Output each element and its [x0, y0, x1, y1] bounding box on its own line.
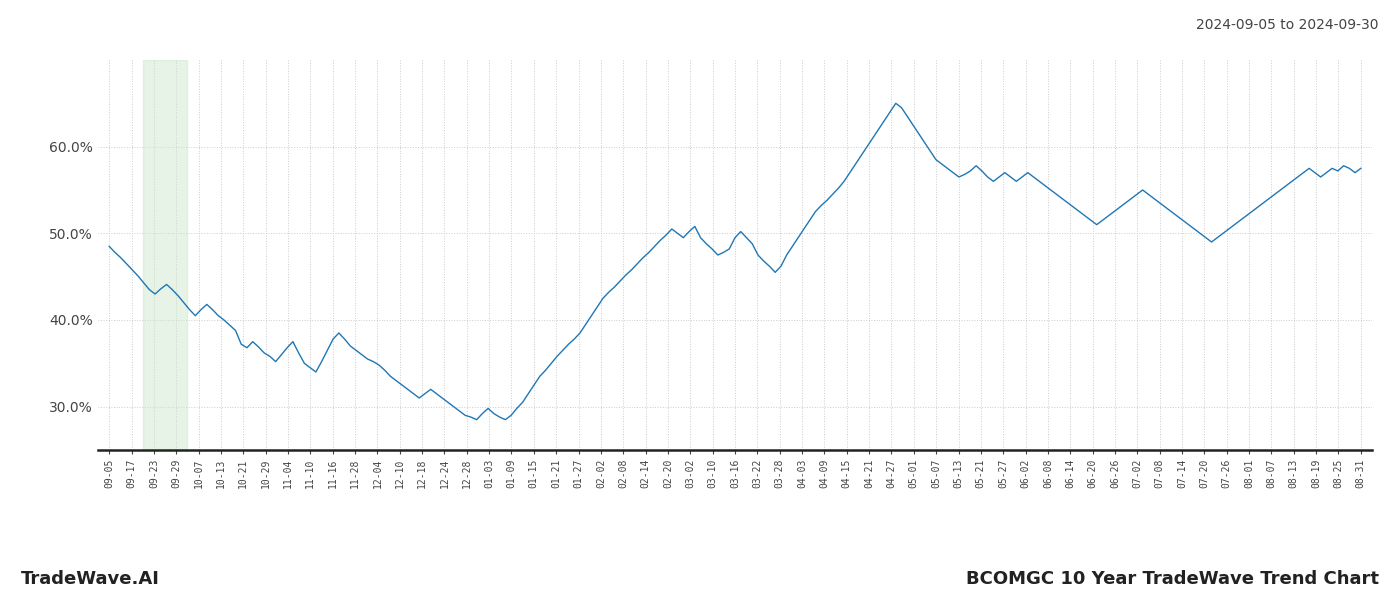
Text: TradeWave.AI: TradeWave.AI [21, 570, 160, 588]
Bar [143, 60, 188, 450]
Text: 2024-09-05 to 2024-09-30: 2024-09-05 to 2024-09-30 [1197, 18, 1379, 32]
Text: BCOMGC 10 Year TradeWave Trend Chart: BCOMGC 10 Year TradeWave Trend Chart [966, 570, 1379, 588]
